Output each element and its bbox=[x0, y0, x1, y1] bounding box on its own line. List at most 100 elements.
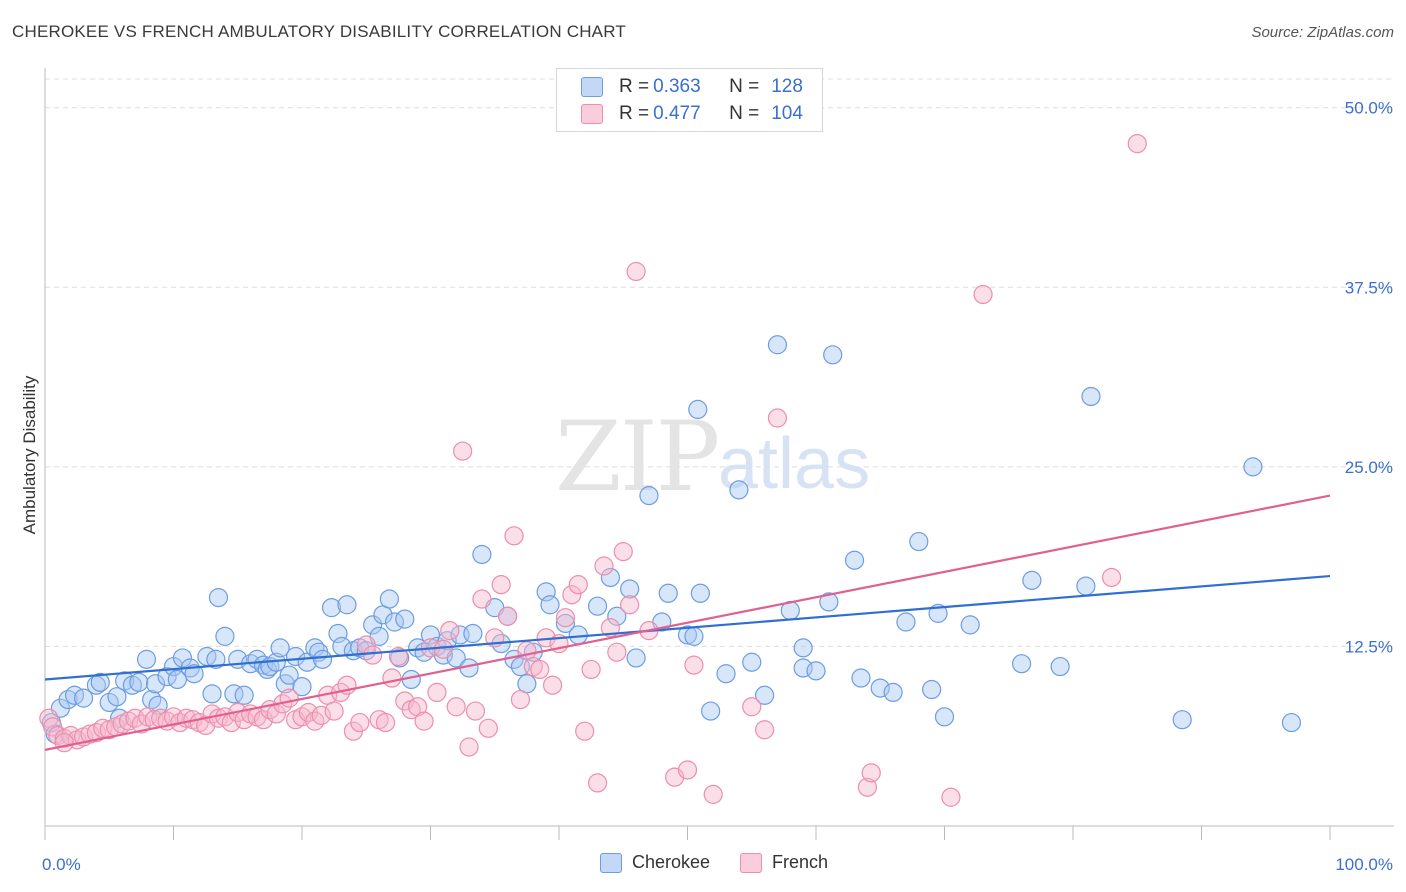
french-point bbox=[620, 595, 640, 615]
n-label: N = bbox=[729, 103, 760, 124]
cherokee-point bbox=[607, 606, 627, 626]
source-label: Source: ZipAtlas.com bbox=[1251, 24, 1394, 41]
french-point bbox=[363, 645, 383, 665]
cherokee-point bbox=[600, 567, 621, 588]
cherokee-point bbox=[716, 664, 736, 684]
french-trend-line bbox=[44, 494, 1331, 751]
series-legend: Cherokee French bbox=[600, 852, 858, 873]
french-point bbox=[941, 787, 961, 807]
french-points bbox=[39, 134, 1147, 807]
cherokee-point bbox=[1050, 656, 1070, 677]
cherokee-point bbox=[883, 682, 903, 703]
tick-labels: 12.5% 25.0% 37.5% 50.0% 0.0% 100.0% bbox=[42, 99, 1393, 874]
cherokee-point bbox=[136, 649, 157, 669]
cherokee-point bbox=[321, 598, 342, 618]
cherokee-point bbox=[701, 701, 721, 721]
french-point bbox=[861, 763, 881, 783]
cherokee-point bbox=[639, 485, 659, 506]
cherokee-point bbox=[754, 685, 775, 705]
french-point bbox=[279, 688, 299, 708]
cherokee-point bbox=[167, 669, 187, 690]
y-tick-label: 50.0% bbox=[1345, 99, 1393, 118]
x-tick-label-min: 0.0% bbox=[42, 855, 81, 874]
grid-lines bbox=[45, 78, 1394, 647]
cherokee-point bbox=[73, 688, 94, 708]
french-swatch bbox=[581, 104, 603, 124]
cherokee-point bbox=[1011, 654, 1032, 674]
french-point bbox=[498, 606, 518, 626]
cherokee-point bbox=[90, 672, 110, 692]
french-point bbox=[510, 689, 531, 710]
cherokee-point bbox=[896, 612, 916, 632]
cherokee-point bbox=[844, 550, 865, 570]
chart-title: CHEROKEE VS FRENCH AMBULATORY DISABILITY… bbox=[12, 22, 626, 41]
french-point bbox=[382, 668, 402, 688]
french-point bbox=[767, 408, 788, 428]
french-point bbox=[446, 697, 466, 717]
cherokee-point bbox=[279, 665, 299, 685]
cherokee-point bbox=[620, 579, 640, 599]
french-point bbox=[350, 712, 370, 733]
french-point bbox=[581, 659, 601, 680]
cherokee-point bbox=[587, 596, 608, 616]
french-point bbox=[478, 718, 498, 738]
french-point bbox=[600, 618, 621, 638]
cherokee-point bbox=[934, 707, 955, 727]
y-tick-label: 12.5% bbox=[1345, 637, 1393, 656]
cherokee-point bbox=[1022, 570, 1042, 590]
french-point bbox=[562, 585, 582, 605]
french-point bbox=[594, 556, 614, 576]
watermark-atlas: atlas bbox=[718, 424, 870, 504]
french-point bbox=[607, 642, 627, 662]
cherokee-point bbox=[1081, 386, 1101, 407]
french-point bbox=[1127, 134, 1147, 154]
cherokee-point bbox=[793, 638, 813, 658]
r-value: 0.363 bbox=[653, 76, 701, 97]
cherokee-point bbox=[851, 668, 871, 688]
cherokee-point bbox=[463, 623, 483, 644]
cherokee-point bbox=[688, 399, 708, 420]
french-point bbox=[440, 621, 460, 641]
cherokee-point bbox=[626, 648, 646, 668]
cherokee-point bbox=[823, 345, 843, 365]
cherokee-point bbox=[806, 661, 826, 681]
french-point bbox=[427, 682, 447, 703]
cherokee-point bbox=[909, 531, 929, 552]
cherokee-legend-swatch bbox=[600, 852, 622, 873]
french-point bbox=[491, 575, 511, 595]
cherokee-swatch bbox=[581, 77, 603, 97]
cherokee-point bbox=[234, 685, 254, 705]
legend-label-cherokee: Cherokee bbox=[632, 852, 711, 872]
cherokee-point bbox=[208, 587, 229, 608]
french-point bbox=[555, 608, 576, 628]
french-point bbox=[414, 711, 434, 731]
cherokee-point bbox=[379, 589, 399, 609]
french-point bbox=[677, 760, 698, 780]
french-point bbox=[626, 261, 646, 282]
french-point bbox=[504, 526, 524, 546]
cherokee-point bbox=[206, 649, 226, 669]
cherokee-point bbox=[215, 626, 235, 646]
cherokee-point bbox=[337, 595, 357, 615]
cherokee-point bbox=[224, 684, 244, 704]
cherokee-trend-line bbox=[44, 574, 1331, 681]
cherokee-point bbox=[99, 692, 119, 713]
y-tick-label: 25.0% bbox=[1345, 458, 1393, 477]
cherokee-point bbox=[363, 615, 383, 635]
legend-row-french: R = 0.477 N = 104 bbox=[581, 102, 803, 126]
french-point bbox=[530, 659, 550, 680]
n-label: N = bbox=[729, 76, 760, 97]
cherokee-point bbox=[540, 595, 560, 615]
french-point bbox=[375, 712, 396, 733]
cherokee-point bbox=[1281, 712, 1302, 733]
cherokee-point bbox=[729, 480, 749, 500]
trend-lines bbox=[44, 494, 1331, 751]
cherokee-point bbox=[202, 684, 222, 704]
cherokee-point bbox=[107, 687, 127, 707]
cherokee-point bbox=[677, 625, 698, 645]
n-value: 128 bbox=[771, 76, 803, 97]
cherokee-point bbox=[658, 583, 678, 603]
french-point bbox=[754, 720, 775, 740]
cherokee-point bbox=[684, 626, 704, 646]
